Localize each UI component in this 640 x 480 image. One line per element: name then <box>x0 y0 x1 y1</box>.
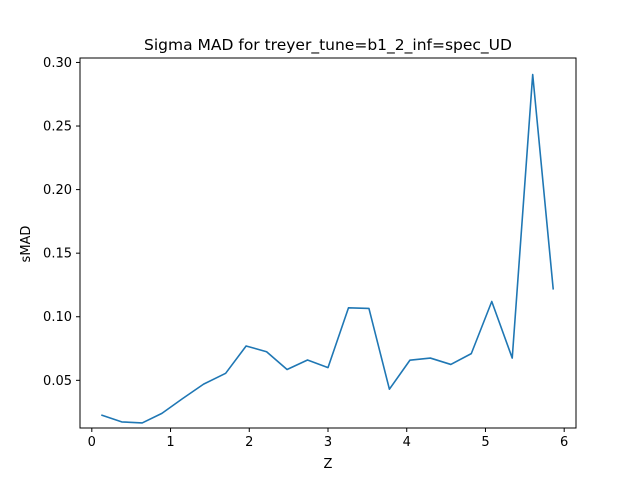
y-tick-label: 0.25 <box>43 120 72 135</box>
x-tick-label: 4 <box>403 435 411 450</box>
y-tick-label: 0.15 <box>43 247 72 262</box>
x-tick-label: 6 <box>560 435 568 450</box>
x-tick-label: 5 <box>481 435 489 450</box>
x-tick-label: 2 <box>245 435 253 450</box>
axes-frame <box>79 57 577 429</box>
series-line <box>101 73 555 424</box>
x-tick-label: 3 <box>324 435 332 450</box>
x-tick-label: 0 <box>88 435 96 450</box>
y-axis-title: sMAD <box>19 226 34 263</box>
chart-title: Sigma MAD for treyer_tune=b1_2_inf=spec_… <box>144 36 512 55</box>
y-tick-label: 0.30 <box>43 56 72 71</box>
y-tick-label: 0.10 <box>43 310 72 325</box>
y-tick-label: 0.05 <box>43 374 72 389</box>
plot-area <box>101 73 555 424</box>
x-axis: 0 1 2 3 4 5 6 <box>88 428 568 450</box>
x-axis-title: Z <box>324 457 333 472</box>
y-axis: 0.05 0.10 0.15 0.20 0.25 0.30 <box>43 56 80 389</box>
y-tick-label: 0.20 <box>43 183 72 198</box>
x-tick-label: 1 <box>166 435 174 450</box>
